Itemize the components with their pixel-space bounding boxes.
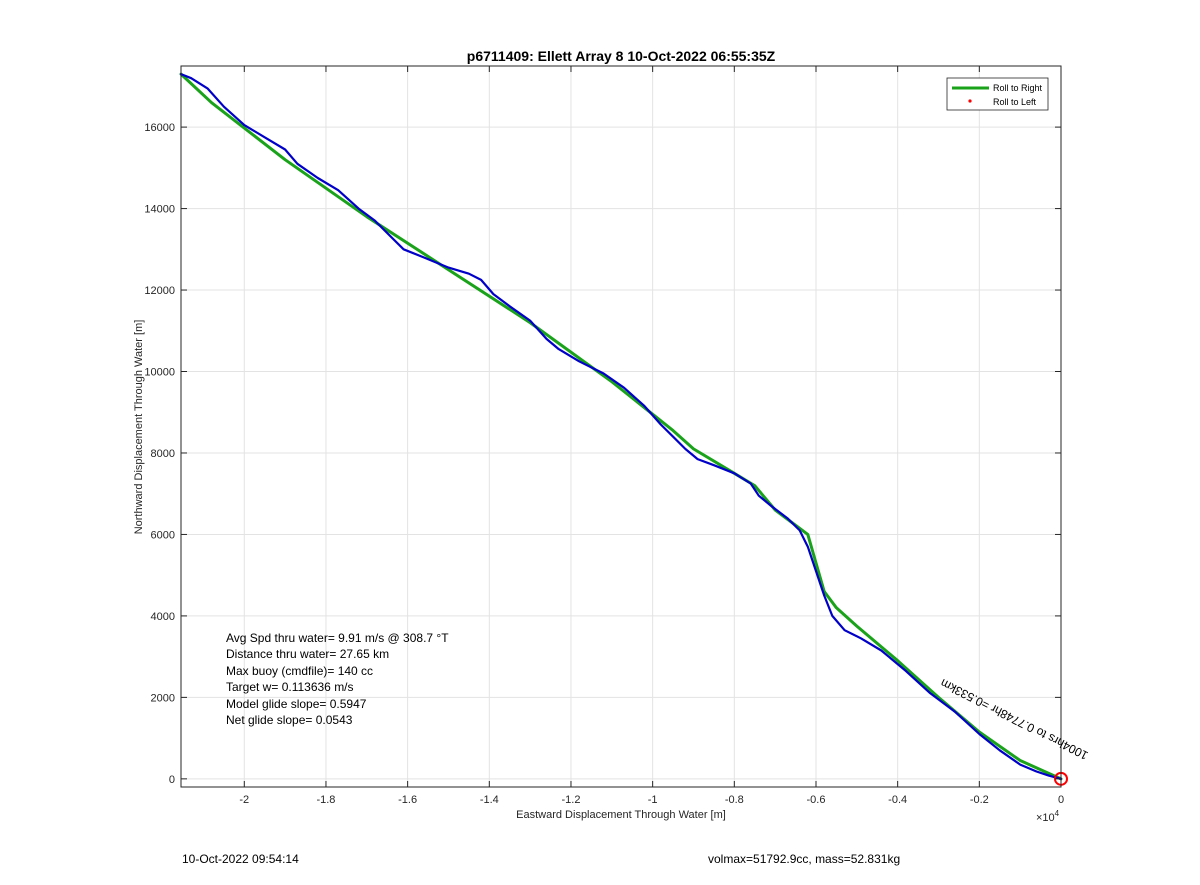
- stats-block: Avg Spd thru water= 9.91 m/s @ 308.7 °T …: [226, 630, 449, 728]
- y-tick-label: 8000: [151, 448, 175, 460]
- y-tick-label: 4000: [151, 611, 175, 623]
- plot-frame: [180, 65, 1062, 788]
- x-tick-label: -1.2: [561, 794, 580, 806]
- y-tick-label: 10000: [144, 367, 175, 379]
- legend-box: [946, 77, 1049, 111]
- plot-area: [181, 66, 1061, 787]
- x-tick-label: -1.4: [480, 794, 499, 806]
- legend: Roll to Right Roll to Left: [946, 77, 1049, 111]
- stat-model-glide: Model glide slope= 0.5947: [226, 696, 367, 711]
- x-tick-label: -0.2: [970, 794, 989, 806]
- x-tick-label: -0.6: [807, 794, 826, 806]
- legend-label-roll-right: Roll to Right: [993, 83, 1043, 93]
- y-tick-label: 0: [169, 774, 175, 786]
- y-tick-label: 14000: [144, 204, 175, 216]
- x-tick-label: -1.6: [398, 794, 417, 806]
- legend-label-roll-left: Roll to Left: [993, 97, 1037, 107]
- stat-target-w: Target w= 0.113636 m/s: [226, 680, 354, 695]
- series-track-line: [179, 73, 1063, 780]
- stat-distance: Distance thru water= 27.65 km: [226, 647, 390, 662]
- x-tick-label: -1.8: [316, 794, 335, 806]
- series-roll-right-line: [179, 72, 1063, 781]
- stat-net-glide: Net glide slope= 0.0543: [226, 713, 353, 728]
- y-tick-label: 16000: [144, 122, 175, 134]
- y-axis-label: Northward Displacement Through Water [m]: [133, 320, 145, 535]
- footer-timestamp: 10-Oct-2022 09:54:14: [182, 852, 299, 866]
- footer-mass-info: volmax=51792.9cc, mass=52.831kg: [708, 852, 901, 866]
- y-tick-label: 2000: [151, 692, 175, 704]
- stat-max-buoy: Max buoy (cmdfile)= 140 cc: [226, 663, 374, 678]
- y-tick-label: 12000: [144, 285, 175, 297]
- x-tick-label: -2: [239, 794, 249, 806]
- x-tick-label: 0: [1058, 794, 1064, 806]
- y-tick-label: 6000: [151, 529, 175, 541]
- stat-avg-speed: Avg Spd thru water= 9.91 m/s @ 308.7 °T: [226, 631, 449, 645]
- x-tick-label: -0.4: [888, 794, 907, 806]
- chart-title: p6711409: Ellett Array 8 10-Oct-2022 06:…: [467, 48, 776, 64]
- ticks: -2 -1.8 -1.6 -1.4 -1.2 -1 -0.8 -0.6 -0.4 -0.2 0 0 20…: [144, 66, 1064, 806]
- x-axis-label: Eastward Displacement Through Water [m]: [516, 809, 726, 821]
- x-tick-label: -0.8: [725, 794, 744, 806]
- x-exponent: ×104: [1036, 809, 1060, 824]
- legend-swatch-roll-left: [968, 99, 972, 103]
- x-tick-label: -1: [648, 794, 658, 806]
